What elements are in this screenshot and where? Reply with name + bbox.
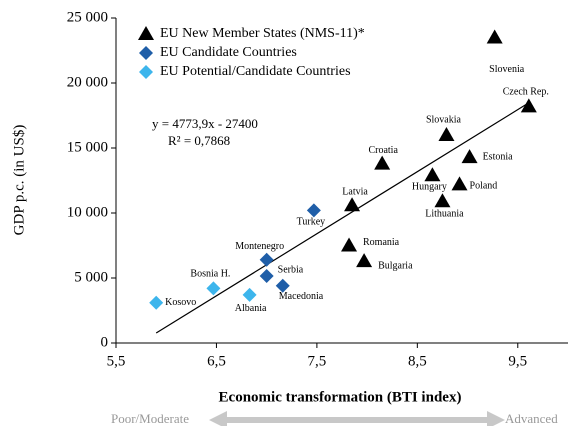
- trend-line: [155, 102, 530, 334]
- legend-label: EU New Member States (NMS-11)*: [160, 26, 365, 41]
- data-point: [520, 98, 537, 113]
- x-tick-label: 5,5: [107, 353, 126, 369]
- point-label: Hungary: [412, 182, 447, 193]
- data-point: [344, 197, 361, 212]
- y-axis-label: GDP p.c. (in US$): [11, 125, 27, 236]
- data-point: [275, 278, 290, 293]
- point-label: Montenegro: [235, 241, 284, 252]
- y-tick-label: 0: [101, 334, 109, 350]
- trend-r2: R² = 0,7868: [168, 133, 230, 148]
- x-axis-label: Economic transformation (BTI index): [219, 389, 462, 405]
- point-label: Turkey: [297, 217, 326, 228]
- point-label: Lithuania: [425, 209, 464, 220]
- y-tick-label: 10 000: [67, 204, 108, 220]
- point-label: Croatia: [368, 145, 398, 156]
- data-point: [486, 29, 503, 44]
- data-point: [434, 193, 451, 208]
- data-point: [206, 281, 221, 296]
- legend-label: EU Potential/Candidate Countries: [160, 64, 351, 79]
- legend-marker: [139, 65, 153, 79]
- scale-high: Advanced: [505, 411, 558, 426]
- y-tick-label: 25 000: [67, 9, 108, 25]
- point-label: Estonia: [483, 151, 514, 162]
- data-point: [424, 167, 441, 182]
- y-tick-label: 15 000: [67, 139, 108, 155]
- legend-marker: [139, 46, 153, 60]
- point-label: Romania: [363, 237, 400, 248]
- data-point: [259, 269, 274, 284]
- data-point: [438, 127, 455, 141]
- legend-label: EU Candidate Countries: [160, 45, 297, 60]
- data-point: [374, 155, 391, 170]
- point-label: Serbia: [278, 264, 304, 275]
- data-point: [149, 295, 164, 310]
- data-point: [461, 149, 478, 164]
- trend-equation: y = 4773,9x - 27400: [152, 116, 258, 131]
- legend-marker: [138, 26, 154, 40]
- point-label: Slovenia: [489, 64, 525, 75]
- data-point: [451, 176, 468, 191]
- x-tick-label: 7,5: [308, 353, 327, 369]
- point-label: Albania: [235, 303, 267, 314]
- data-point: [242, 287, 257, 302]
- x-tick-label: 6,5: [207, 353, 226, 369]
- data-point: [341, 237, 358, 252]
- x-tick-label: 8,5: [408, 353, 427, 369]
- point-label: Kosovo: [165, 297, 196, 308]
- point-label: Bosnia H.: [190, 269, 230, 280]
- y-tick-label: 20 000: [67, 74, 108, 90]
- point-label: Poland: [470, 181, 498, 192]
- point-label: Macedonia: [279, 291, 324, 302]
- point-label: Slovakia: [426, 114, 462, 125]
- point-label: Czech Rep.: [503, 87, 549, 98]
- x-tick-label: 9,5: [508, 353, 527, 369]
- point-label: Latvia: [342, 186, 368, 197]
- point-label: Bulgaria: [378, 260, 413, 271]
- data-point: [356, 253, 373, 268]
- data-point: [306, 203, 321, 218]
- data-point: [259, 252, 274, 267]
- y-tick-label: 5 000: [74, 269, 108, 285]
- scale-low: Poor/Moderate: [111, 411, 189, 426]
